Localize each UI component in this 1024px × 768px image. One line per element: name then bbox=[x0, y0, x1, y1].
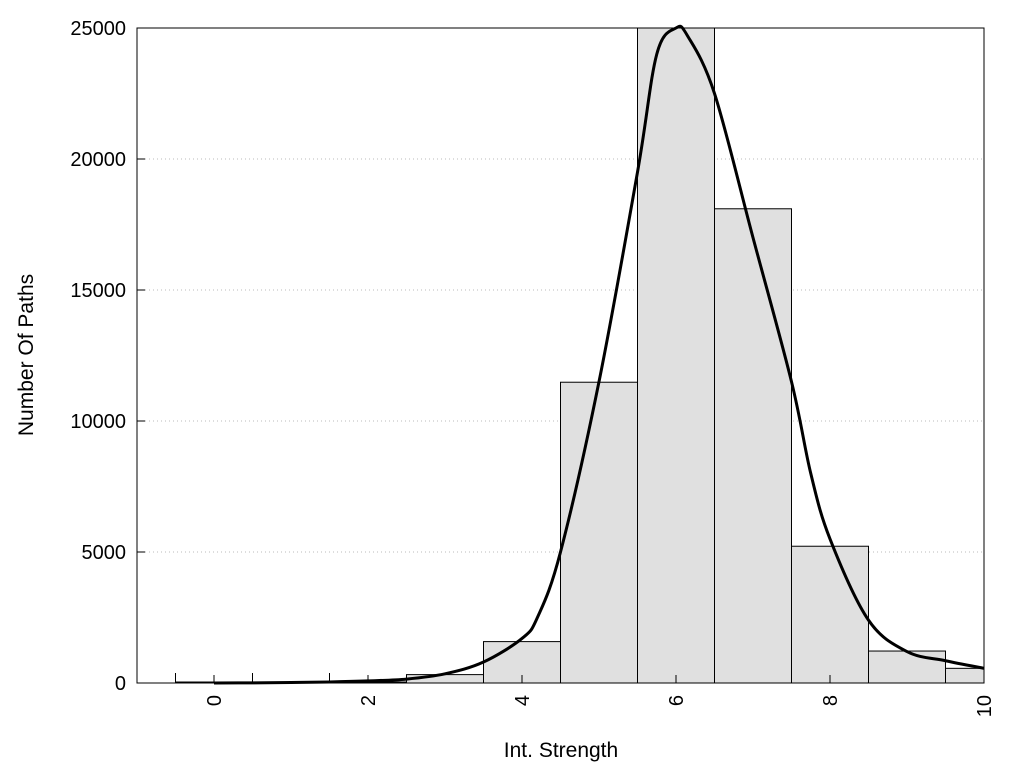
y-tick-label: 25000 bbox=[70, 18, 126, 40]
y-axis-ticks: 0 5000 10000 15000 20000 25000 bbox=[70, 18, 145, 695]
x-axis-label: Int. Strength bbox=[504, 739, 618, 762]
histogram-bar bbox=[868, 650, 946, 684]
y-tick-label: 0 bbox=[115, 673, 126, 695]
fit-curve bbox=[213, 24, 985, 685]
histogram-bar bbox=[560, 381, 638, 684]
fit-curve-line bbox=[213, 24, 985, 685]
y-tick-label: 15000 bbox=[70, 280, 126, 302]
x-tick-label: 0 bbox=[204, 695, 226, 706]
plot-frame bbox=[136, 27, 985, 684]
x-axis-ticks: 0 2 4 6 8 10 bbox=[204, 675, 996, 717]
x-tick-label: 2 bbox=[358, 695, 380, 706]
histogram-bar bbox=[791, 545, 869, 684]
x-tick-label: 4 bbox=[512, 695, 534, 706]
histogram-bar bbox=[637, 27, 715, 684]
y-tick-label: 20000 bbox=[70, 149, 126, 171]
y-tick-label: 10000 bbox=[70, 411, 126, 433]
y-tick-label: 5000 bbox=[82, 542, 127, 564]
x-tick-label: 10 bbox=[974, 695, 996, 717]
histogram-bar bbox=[714, 208, 792, 684]
histogram-bar bbox=[945, 667, 985, 684]
x-tick-label: 6 bbox=[666, 695, 688, 706]
y-axis-label: Number Of Paths bbox=[15, 274, 38, 436]
x-tick-label: 8 bbox=[820, 695, 842, 706]
